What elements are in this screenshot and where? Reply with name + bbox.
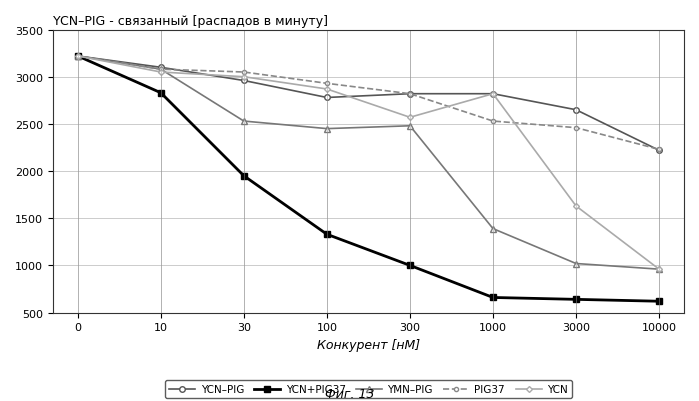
YCN–PIG xyxy=(489,92,497,97)
PIG37 xyxy=(572,126,580,131)
Line: YCN: YCN xyxy=(75,55,661,271)
YCN xyxy=(655,267,663,272)
YCN xyxy=(323,87,331,92)
YMN–PIG xyxy=(655,267,663,272)
YCN–PIG xyxy=(405,92,414,97)
YMN–PIG xyxy=(157,68,165,73)
PIG37 xyxy=(489,119,497,124)
Line: YCN+PIG37: YCN+PIG37 xyxy=(75,54,662,304)
YCN xyxy=(405,115,414,120)
YCN xyxy=(240,75,248,80)
YMN–PIG xyxy=(323,127,331,132)
YMN–PIG xyxy=(405,124,414,129)
PIG37 xyxy=(157,68,165,73)
YCN+PIG37 xyxy=(572,297,580,302)
YCN+PIG37 xyxy=(157,91,165,96)
PIG37 xyxy=(73,55,82,59)
PIG37 xyxy=(655,148,663,152)
YCN xyxy=(572,204,580,209)
Line: YMN–PIG: YMN–PIG xyxy=(75,54,662,272)
Text: YCN–PIG - связанный [распадов в минуту]: YCN–PIG - связанный [распадов в минуту] xyxy=(53,15,328,28)
YMN–PIG xyxy=(489,227,497,231)
YCN–PIG xyxy=(572,108,580,113)
YCN+PIG37 xyxy=(489,295,497,300)
YCN–PIG xyxy=(157,66,165,71)
Line: YCN–PIG: YCN–PIG xyxy=(75,54,662,154)
YCN+PIG37 xyxy=(73,55,82,59)
PIG37 xyxy=(240,71,248,75)
YCN xyxy=(73,55,82,59)
YMN–PIG xyxy=(572,261,580,266)
YCN+PIG37 xyxy=(655,299,663,304)
YCN–PIG xyxy=(655,148,663,153)
YCN–PIG xyxy=(323,96,331,101)
YCN+PIG37 xyxy=(240,174,248,179)
YCN+PIG37 xyxy=(405,263,414,268)
YCN xyxy=(489,92,497,97)
YMN–PIG xyxy=(240,119,248,124)
YCN xyxy=(157,71,165,75)
YCN–PIG xyxy=(240,79,248,84)
PIG37 xyxy=(405,92,414,97)
X-axis label: Конкурент [нМ]: Конкурент [нМ] xyxy=(317,338,420,351)
Line: PIG37: PIG37 xyxy=(75,55,661,152)
YCN–PIG xyxy=(73,55,82,59)
PIG37 xyxy=(323,82,331,87)
YCN+PIG37 xyxy=(323,232,331,237)
Legend: YCN–PIG, YCN+PIG37, YMN–PIG, PIG37, YCN: YCN–PIG, YCN+PIG37, YMN–PIG, PIG37, YCN xyxy=(165,380,572,398)
Text: Фиг. 13: Фиг. 13 xyxy=(325,387,374,400)
YMN–PIG xyxy=(73,55,82,59)
